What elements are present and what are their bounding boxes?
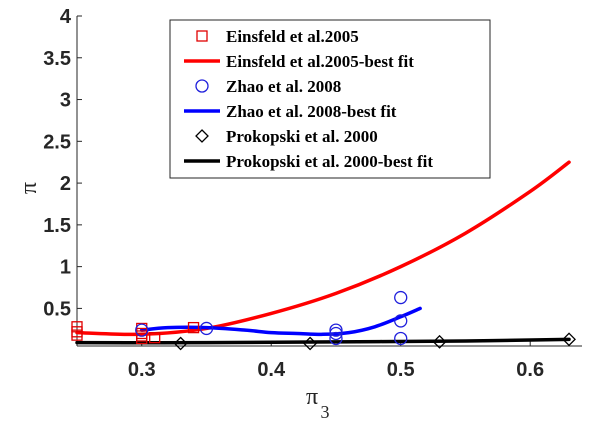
legend-label: Einsfeld et al.2005 <box>226 27 359 46</box>
y-tick-label: 2 <box>60 173 71 195</box>
x-axis-label: π <box>306 384 318 410</box>
x-axis-label-subscript: 3 <box>321 402 330 422</box>
data-point <box>394 331 408 346</box>
series-line <box>75 337 571 345</box>
data-point <box>136 332 148 345</box>
legend-marker-swatch <box>195 129 209 143</box>
data-point <box>329 331 343 346</box>
data-point <box>187 321 200 334</box>
data-point <box>394 314 408 328</box>
x-axis-title: π 3 <box>306 384 330 422</box>
legend-label: Zhao et al. 2008 <box>226 77 341 96</box>
data-point <box>199 321 214 336</box>
data-point <box>303 336 317 351</box>
legend-label: Prokopski et al. 2000-best fit <box>226 152 433 171</box>
data-point <box>394 290 408 305</box>
data-point <box>329 323 343 337</box>
y-tick-label: 1.5 <box>43 215 71 237</box>
legend-marker-swatch <box>195 79 209 93</box>
data-point <box>71 329 83 341</box>
series-line <box>75 160 571 337</box>
y-tick-label: 4 <box>60 6 72 28</box>
y-tick-label: 3.5 <box>43 48 71 70</box>
y-tick-label: 0.5 <box>43 298 71 320</box>
y-axis-label: π <box>16 182 42 194</box>
legend: Einsfeld et al.2005 Einsfeld et al.2005-b… <box>169 19 491 179</box>
legend-label: Prokopski et al. 2000 <box>226 127 378 146</box>
y-tick-label: 2.5 <box>43 131 71 153</box>
x-tick-label: 0.5 <box>387 359 415 381</box>
legend-label: Zhao et al. 2008-best fit <box>226 102 397 121</box>
legend-box <box>169 19 491 179</box>
x-tick-label: 0.6 <box>516 359 544 381</box>
x-tick-label: 0.3 <box>128 359 156 381</box>
y-tick-label: 3 <box>60 90 71 112</box>
data-point <box>135 323 149 337</box>
plot-area: 0.5 1 1.5 2 2.5 3 3.5 4 0.3 0.4 0.5 0.6 <box>43 6 582 381</box>
legend-marker-swatch <box>196 30 208 42</box>
data-point <box>562 332 576 347</box>
y-tick-label: 1 <box>60 257 71 279</box>
legend-label: Einsfeld et al.2005-best fit <box>226 52 414 71</box>
data-point <box>149 331 161 344</box>
series-line <box>139 306 422 337</box>
data-point <box>432 334 447 349</box>
x-tick-label: 0.4 <box>257 359 286 381</box>
data-point <box>173 336 188 351</box>
data-point <box>329 326 343 341</box>
